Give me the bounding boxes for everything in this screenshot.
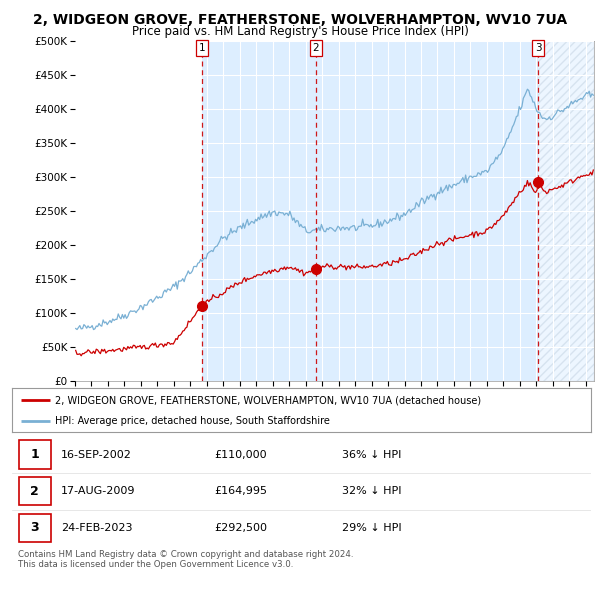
Text: 3: 3 — [535, 43, 542, 53]
Bar — [316, 41, 538, 381]
Text: £110,000: £110,000 — [215, 450, 267, 460]
Text: 2: 2 — [313, 43, 319, 53]
Bar — [202, 41, 316, 381]
Text: 29% ↓ HPI: 29% ↓ HPI — [342, 523, 401, 533]
Text: 2, WIDGEON GROVE, FEATHERSTONE, WOLVERHAMPTON, WV10 7UA: 2, WIDGEON GROVE, FEATHERSTONE, WOLVERHA… — [33, 13, 567, 27]
Text: 32% ↓ HPI: 32% ↓ HPI — [342, 486, 401, 496]
FancyBboxPatch shape — [19, 440, 51, 469]
Text: 36% ↓ HPI: 36% ↓ HPI — [342, 450, 401, 460]
Text: 1: 1 — [31, 448, 39, 461]
Text: 3: 3 — [31, 521, 39, 534]
Text: 24-FEB-2023: 24-FEB-2023 — [61, 523, 133, 533]
Text: Contains HM Land Registry data © Crown copyright and database right 2024.
This d: Contains HM Land Registry data © Crown c… — [18, 550, 353, 569]
Text: 16-SEP-2002: 16-SEP-2002 — [61, 450, 132, 460]
Text: Price paid vs. HM Land Registry's House Price Index (HPI): Price paid vs. HM Land Registry's House … — [131, 25, 469, 38]
Text: £164,995: £164,995 — [215, 486, 268, 496]
Text: £292,500: £292,500 — [215, 523, 268, 533]
Text: HPI: Average price, detached house, South Staffordshire: HPI: Average price, detached house, Sout… — [55, 416, 331, 426]
FancyBboxPatch shape — [19, 513, 51, 542]
Text: 2: 2 — [31, 484, 39, 498]
Text: 1: 1 — [199, 43, 205, 53]
Text: 17-AUG-2009: 17-AUG-2009 — [61, 486, 136, 496]
Text: 2, WIDGEON GROVE, FEATHERSTONE, WOLVERHAMPTON, WV10 7UA (detached house): 2, WIDGEON GROVE, FEATHERSTONE, WOLVERHA… — [55, 395, 482, 405]
Bar — [538, 41, 594, 381]
FancyBboxPatch shape — [19, 477, 51, 506]
